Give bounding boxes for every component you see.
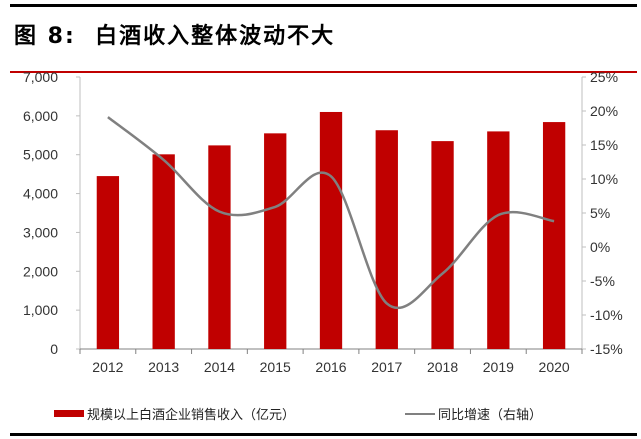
left-tick-label: 6,000	[23, 108, 58, 124]
legend-label: 规模以上白酒企业销售收入（亿元）	[87, 408, 296, 423]
left-tick-label: 7,000	[23, 69, 58, 85]
legend-line-swatch	[405, 412, 435, 415]
bar-2016	[319, 111, 343, 349]
left-tick-label: 3,000	[23, 224, 58, 240]
x-tick-label: 2014	[204, 359, 235, 375]
figure-title: 图 8: 白酒收入整体波动不大	[14, 24, 336, 49]
right-tick-label: 5%	[590, 205, 610, 221]
right-tick-label: -10%	[590, 307, 623, 323]
bar-2015	[264, 133, 287, 349]
bar-2014	[208, 145, 231, 349]
x-tick-label: 2018	[427, 359, 458, 375]
legend: 规模以上白酒企业销售收入（亿元） 同比增速（右轴）	[0, 404, 641, 424]
right-tick-label: 15%	[590, 137, 618, 153]
legend-item-bars: 规模以上白酒企业销售收入（亿元）	[54, 404, 295, 423]
left-tick-label: 0	[50, 341, 58, 357]
x-tick-label: 2019	[483, 359, 514, 375]
left-tick-label: 2,000	[23, 263, 58, 279]
left-tick-label: 1,000	[23, 302, 58, 318]
x-tick-label: 2016	[315, 359, 346, 375]
x-tick-label: 2017	[371, 359, 402, 375]
bar-2020	[542, 122, 566, 350]
right-tick-label: 20%	[590, 103, 618, 119]
right-tick-label: 10%	[590, 171, 618, 187]
right-tick-label: 25%	[590, 69, 618, 85]
x-tick-label: 2020	[539, 359, 570, 375]
bar-2012	[96, 176, 120, 349]
legend-item-line: 同比增速（右轴）	[405, 404, 542, 423]
bar-2018	[431, 141, 454, 349]
bar-2019	[487, 131, 510, 349]
bottom-rule	[10, 433, 637, 436]
x-tick-label: 2013	[148, 359, 179, 375]
bar-2013	[152, 154, 175, 349]
x-tick-label: 2012	[92, 359, 123, 375]
title-underline	[10, 71, 637, 73]
left-tick-label: 5,000	[23, 147, 58, 163]
right-tick-label: -5%	[590, 273, 615, 289]
legend-bar-swatch	[54, 410, 84, 417]
legend-label: 同比增速（右轴）	[438, 408, 543, 423]
x-tick-label: 2015	[260, 359, 291, 375]
right-tick-label: -15%	[590, 341, 623, 357]
bar-2017	[375, 130, 398, 349]
left-tick-label: 4,000	[23, 186, 58, 202]
right-tick-label: 0%	[590, 239, 610, 255]
growth-line	[107, 116, 555, 310]
top-rule	[10, 4, 637, 7]
